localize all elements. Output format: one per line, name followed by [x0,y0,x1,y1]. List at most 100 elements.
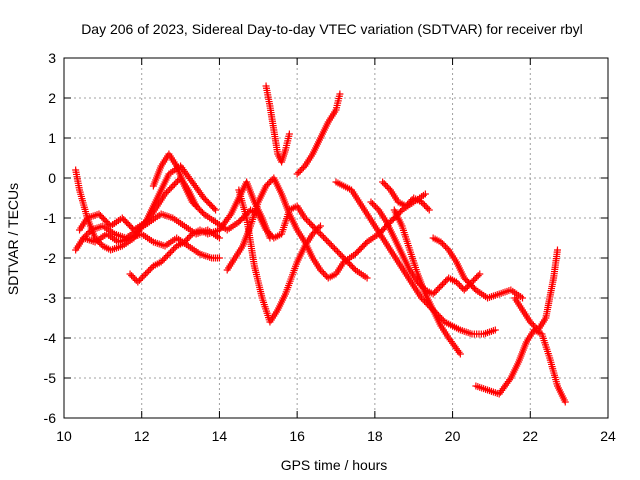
data-point [526,318,534,326]
data-point [419,200,427,208]
y-tick-label: -1 [44,210,57,226]
data-point [264,180,272,188]
data-point [424,204,432,212]
data-point [267,231,275,239]
data-point [460,286,468,294]
series-arc-14 [379,178,433,214]
data-point [470,276,478,284]
data-point [296,167,304,175]
data-point [519,294,527,302]
data-point [184,235,192,243]
data-point [264,228,272,236]
y-axis-label: SDTVAR / TECUs [5,183,21,295]
data-point [329,243,337,251]
data-point [320,233,328,241]
data-point [370,201,378,209]
data-point [159,256,167,264]
data-point [528,320,536,328]
data-point [309,222,317,230]
data-point [137,275,145,283]
y-tick-label: 0 [48,170,56,186]
data-point [160,255,168,263]
data-point [285,130,293,138]
series-arc-13 [390,206,464,358]
data-point [471,275,479,283]
data-point [440,241,448,249]
data-point [172,179,180,187]
x-tick-label: 10 [56,428,72,444]
data-point [443,244,451,252]
y-tick-label: 3 [48,50,56,66]
data-point [265,179,273,187]
data-point [173,177,181,185]
series-arc-11 [332,178,499,338]
data-point [170,245,178,253]
data-point [437,238,445,246]
data-point [403,200,411,208]
series-arc-17 [511,246,561,334]
data-point [326,240,334,248]
data-point [421,201,429,209]
data-point [456,350,464,358]
data-point [298,165,306,173]
x-axis-label: GPS time / hours [281,457,388,473]
data-point [385,184,393,192]
data-point [363,274,371,282]
data-point [163,188,171,196]
data-point [138,273,146,281]
data-point [157,258,165,266]
data-point [167,184,175,192]
data-point [438,240,446,248]
y-tick-label: 1 [48,130,56,146]
data-point [316,230,324,238]
data-point [382,181,390,189]
data-point [318,268,326,276]
data-point [293,170,301,178]
data-point [163,252,171,260]
data-point [402,202,410,210]
data-point [334,248,342,256]
series-arc-16 [472,326,569,406]
data-point [128,272,136,280]
series-arc-4 [79,230,223,262]
data-point [318,232,326,240]
data-point [367,198,375,206]
x-tick-label: 20 [445,428,461,444]
data-point [135,276,143,284]
data-point [435,284,443,292]
data-point [452,278,460,286]
plot-frame [63,57,609,419]
y-tick-label: -6 [44,410,57,426]
data-point [531,323,539,331]
data-point [140,272,148,280]
data-point [166,185,174,193]
data-point [316,266,324,274]
data-point [267,177,275,185]
data-point [474,272,482,280]
data-point [529,321,537,329]
y-tick-label: 2 [48,90,56,106]
data-point [182,236,190,244]
data-point [310,228,318,236]
data-point [180,238,188,246]
data-point [442,277,450,285]
data-point [295,168,303,176]
data-point [553,246,561,254]
data-point [372,203,380,211]
data-point [313,225,321,233]
data-point [309,230,317,238]
data-point [338,252,346,260]
data-point [491,326,499,334]
data-point [332,246,340,254]
chart-title: Day 206 of 2023, Sidereal Day-to-day VTE… [81,21,583,37]
data-point [304,217,312,225]
data-point [432,287,440,295]
data-point [126,270,134,278]
data-point [373,204,381,212]
data-point [324,238,332,246]
x-tick-label: 14 [212,428,228,444]
data-point [321,235,329,243]
data-point [425,206,433,214]
data-point [129,273,137,281]
